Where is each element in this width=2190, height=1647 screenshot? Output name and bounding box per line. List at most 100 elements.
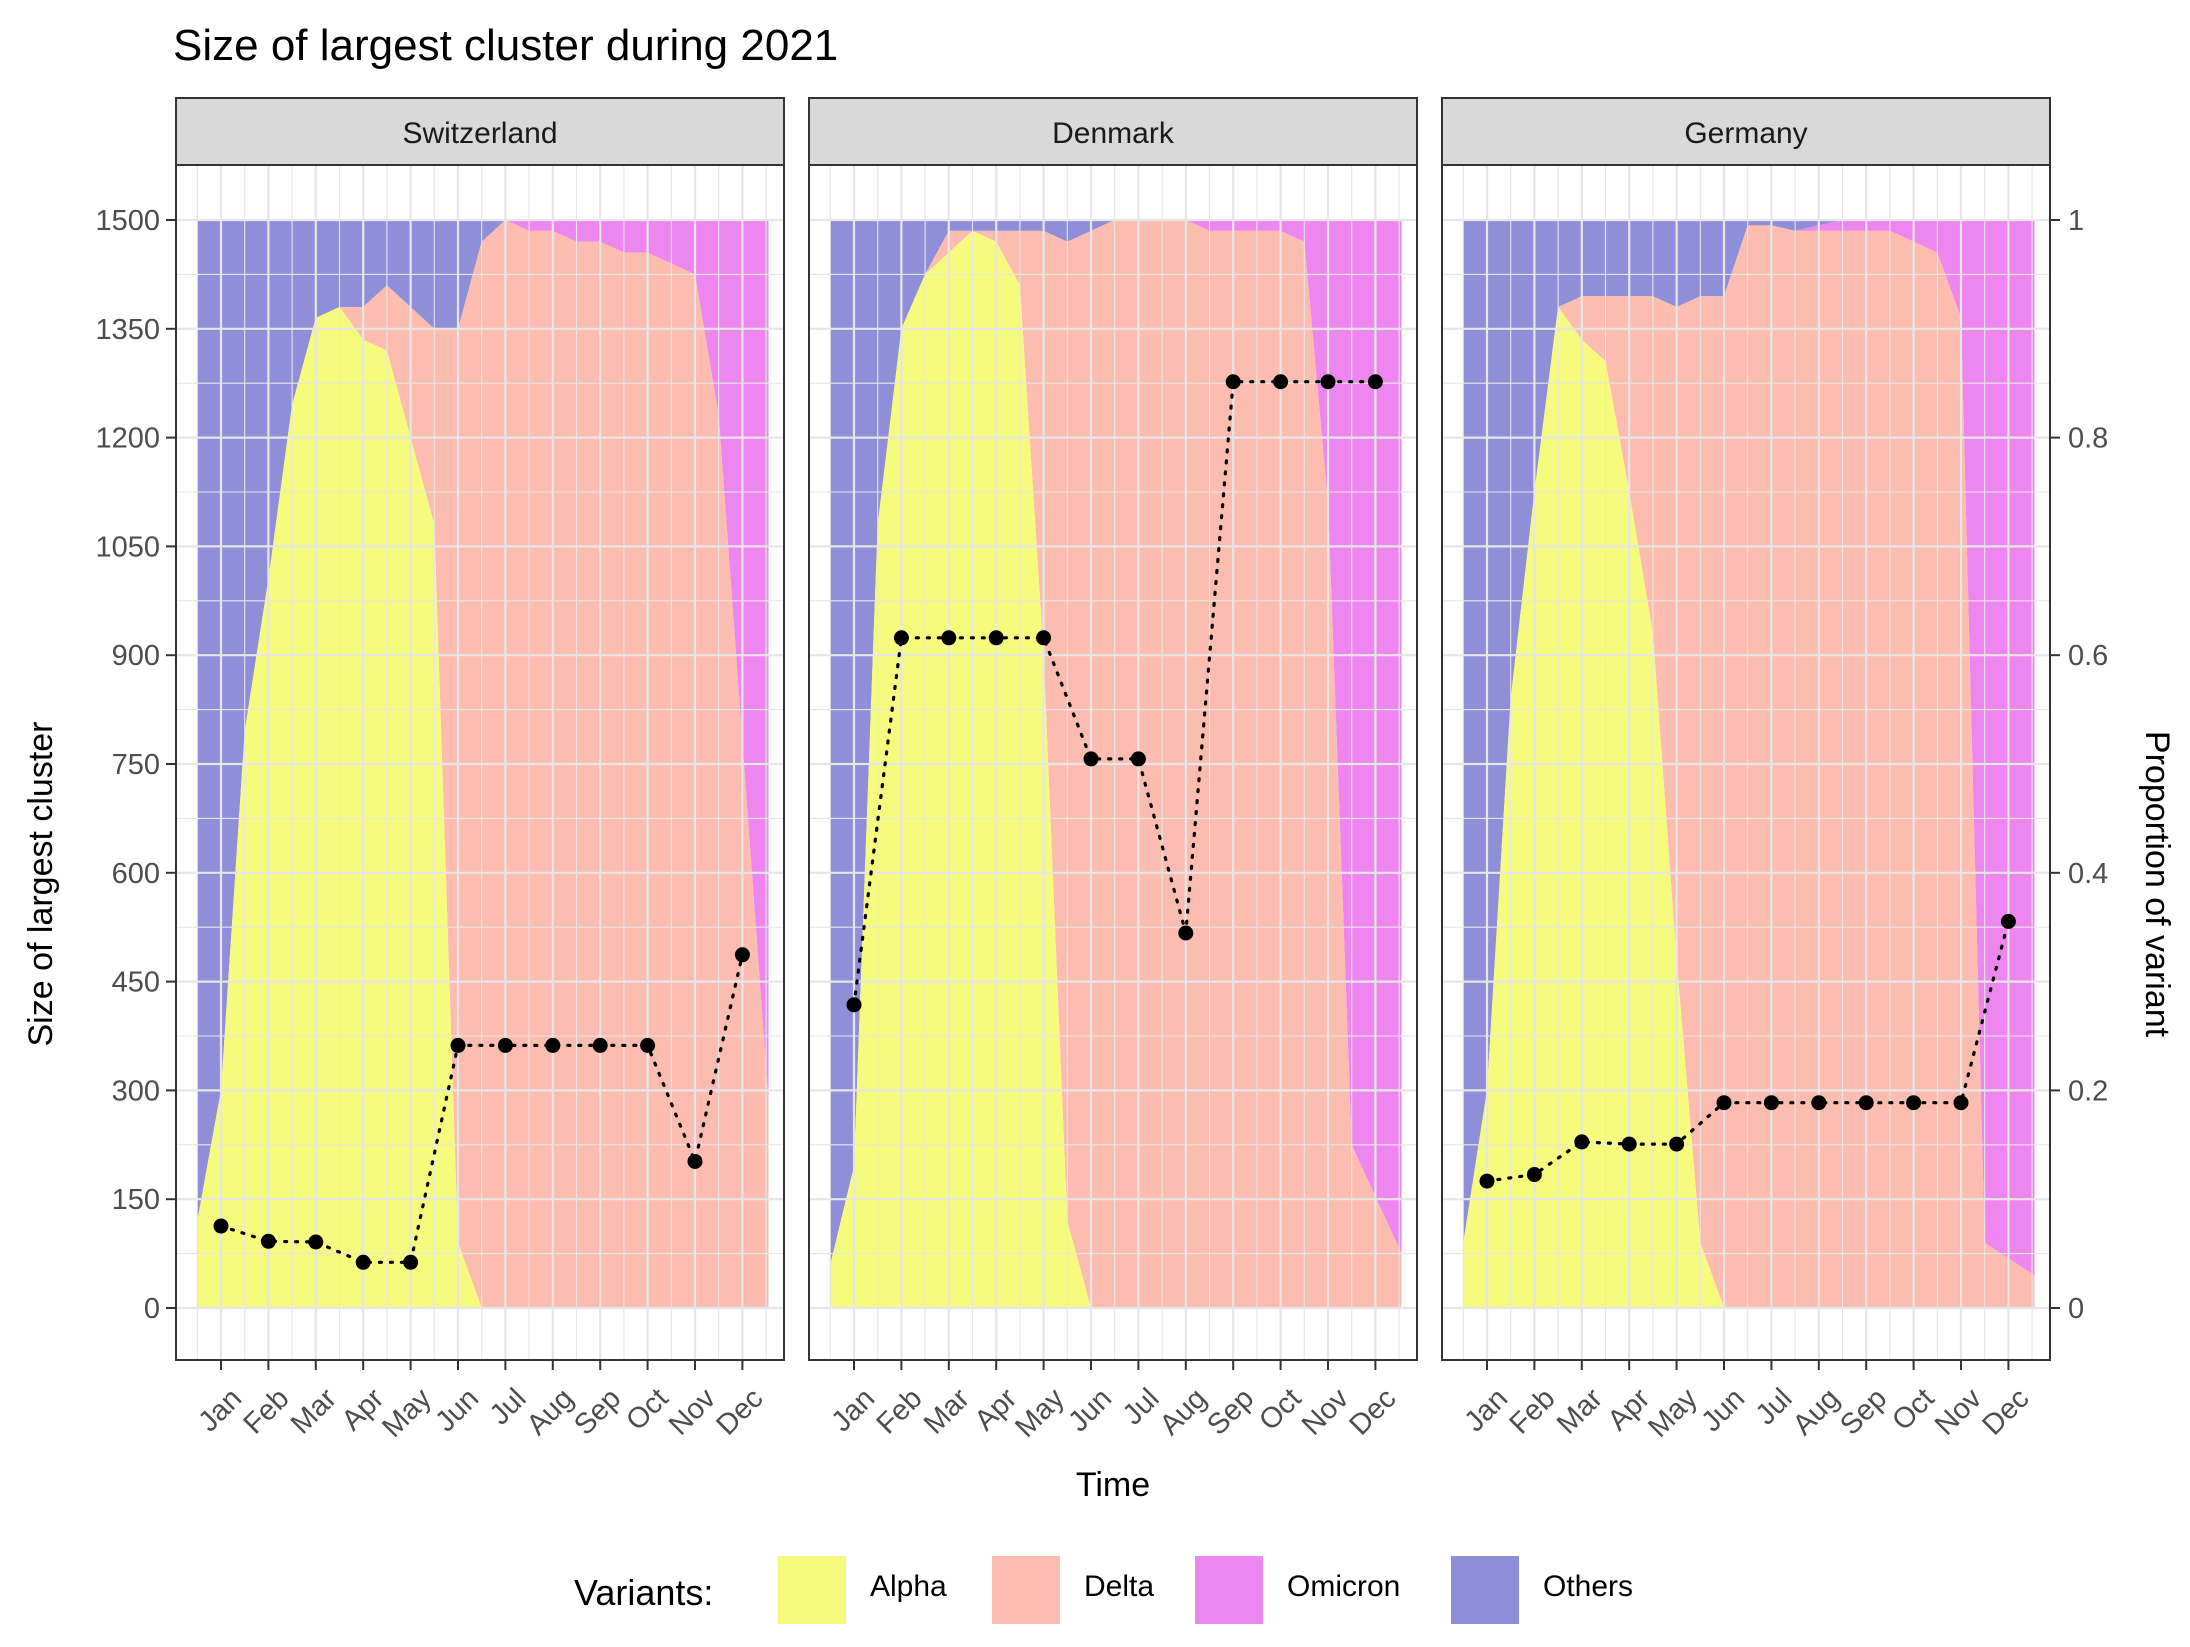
cluster-size-point bbox=[1130, 751, 1146, 767]
facet-label: Denmark bbox=[1052, 117, 1175, 150]
x-tick-label: Jun bbox=[429, 1382, 485, 1438]
cluster-size-point bbox=[355, 1254, 371, 1270]
legend-key bbox=[778, 1556, 846, 1624]
gridlines bbox=[1442, 165, 2050, 1360]
plot-area bbox=[176, 165, 784, 1360]
x-tick-label: Mar bbox=[285, 1382, 343, 1440]
x-tick-label: Feb bbox=[1504, 1382, 1562, 1440]
y-tick-label: 1500 bbox=[95, 205, 160, 237]
cluster-size-point bbox=[1953, 1095, 1969, 1111]
x-tick-label: Nov bbox=[663, 1382, 722, 1441]
cluster-size-point bbox=[893, 630, 909, 646]
plot-area bbox=[809, 165, 1417, 1360]
x-axis-title: Time bbox=[1076, 1466, 1150, 1504]
legend-item-alpha: Alpha bbox=[778, 1556, 947, 1624]
cluster-size-point bbox=[846, 997, 862, 1013]
panel-border bbox=[1441, 164, 2051, 1361]
cluster-size-point bbox=[1621, 1136, 1637, 1152]
area-alpha bbox=[1463, 307, 2035, 1308]
cluster-size-point bbox=[1225, 374, 1241, 390]
cluster-size-point bbox=[1716, 1095, 1732, 1111]
legend-item-delta: Delta bbox=[992, 1556, 1154, 1624]
x-tick-label: Jan bbox=[825, 1382, 881, 1438]
chart-title: Size of largest cluster during 2021 bbox=[173, 21, 838, 70]
facet-strip bbox=[1441, 97, 2051, 166]
x-tick-label: Apr bbox=[1602, 1382, 1657, 1437]
x-tick-label: Oct bbox=[1253, 1382, 1308, 1437]
x-tick-label: May bbox=[376, 1382, 438, 1444]
y2-tick-label: 0.4 bbox=[2068, 858, 2108, 890]
cluster-size-point bbox=[734, 947, 750, 963]
legend-label: Omicron bbox=[1287, 1570, 1400, 1603]
cluster-size-point bbox=[1906, 1095, 1922, 1111]
panel-switzerland: SwitzerlandJanFebMarAprMayJunJulAugSepOc… bbox=[95, 97, 785, 1444]
panel-denmark: DenmarkJanFebMarAprMayJunJulAugSepOctNov… bbox=[808, 97, 1418, 1444]
x-tick-label: May bbox=[1009, 1382, 1071, 1444]
y2-tick-label: 0.8 bbox=[2068, 423, 2108, 455]
y-tick-label: 900 bbox=[112, 640, 160, 672]
legend-label: Alpha bbox=[870, 1570, 947, 1603]
x-tick-label: Jun bbox=[1695, 1382, 1751, 1438]
legend-title: Variants: bbox=[574, 1572, 713, 1613]
area-alpha bbox=[830, 230, 1402, 1308]
gridlines bbox=[809, 165, 1417, 1360]
legend-key bbox=[1195, 1556, 1263, 1624]
gridlines bbox=[176, 165, 784, 1360]
cluster-size-line bbox=[1485, 919, 2010, 1183]
cluster-size-point bbox=[213, 1218, 229, 1234]
x-tick-label: Jun bbox=[1062, 1382, 1118, 1438]
cluster-size-point bbox=[592, 1037, 608, 1053]
x-tick-label: Dec bbox=[1343, 1382, 1402, 1441]
cluster-size-point bbox=[1083, 751, 1099, 767]
legend-item-others: Others bbox=[1451, 1556, 1633, 1624]
cluster-size-point bbox=[1669, 1136, 1685, 1152]
y2-axis-title: Proportion of variant bbox=[2138, 731, 2176, 1038]
cluster-size-point bbox=[1178, 925, 1194, 941]
x-tick-label: May bbox=[1642, 1382, 1704, 1444]
area-alpha bbox=[197, 307, 769, 1308]
cluster-size-point bbox=[1574, 1134, 1590, 1150]
y2-tick-label: 0.2 bbox=[2068, 1075, 2108, 1107]
cluster-size-point bbox=[1526, 1167, 1542, 1183]
facet-label: Switzerland bbox=[402, 117, 557, 150]
cluster-size-point bbox=[1273, 374, 1289, 390]
cluster-size-point bbox=[1036, 630, 1052, 646]
legend-key bbox=[1451, 1556, 1519, 1624]
cluster-size-point bbox=[260, 1233, 276, 1249]
cluster-size-point bbox=[308, 1234, 324, 1250]
legend: Variants: Alpha Delta Omicron Others bbox=[574, 1556, 1633, 1624]
y-tick-label: 1200 bbox=[95, 423, 160, 455]
x-tick-label: Mar bbox=[1551, 1382, 1609, 1440]
x-tick-label: Jan bbox=[1458, 1382, 1514, 1438]
x-tick-label: Feb bbox=[871, 1382, 929, 1440]
panel-germany: GermanyJanFebMarAprMayJunJulAugSepOctNov… bbox=[1441, 97, 2108, 1444]
x-tick-label: Mar bbox=[918, 1382, 976, 1440]
cluster-size-point bbox=[1811, 1095, 1827, 1111]
y-tick-label: 300 bbox=[112, 1075, 160, 1107]
cluster-size-point bbox=[687, 1153, 703, 1169]
x-tick-label: Sep bbox=[1201, 1382, 1260, 1441]
y-tick-label: 450 bbox=[112, 967, 160, 999]
x-tick-label: Dec bbox=[1976, 1382, 2035, 1441]
y2-tick-label: 1 bbox=[2068, 205, 2084, 237]
legend-label: Others bbox=[1543, 1570, 1633, 1603]
area-omicron bbox=[830, 220, 1402, 1265]
x-tick-label: Aug bbox=[1154, 1382, 1213, 1441]
cluster-size-point bbox=[1763, 1095, 1779, 1111]
y-axis-title: Size of largest cluster bbox=[22, 721, 60, 1046]
cluster-size-point bbox=[497, 1037, 513, 1053]
x-tick-label: Nov bbox=[1929, 1382, 1988, 1441]
plot-area bbox=[1442, 165, 2050, 1360]
cluster-size-point bbox=[1367, 374, 1383, 390]
x-tick-label: Apr bbox=[969, 1382, 1024, 1437]
cluster-size-point bbox=[403, 1254, 419, 1270]
cluster-size-point bbox=[1479, 1173, 1495, 1189]
legend-label: Delta bbox=[1084, 1570, 1154, 1603]
cluster-size-point bbox=[941, 630, 957, 646]
y-tick-label: 1050 bbox=[95, 531, 160, 563]
y2-tick-label: 0 bbox=[2068, 1293, 2084, 1325]
x-tick-label: Jan bbox=[192, 1382, 248, 1438]
x-tick-label: Apr bbox=[336, 1382, 391, 1437]
